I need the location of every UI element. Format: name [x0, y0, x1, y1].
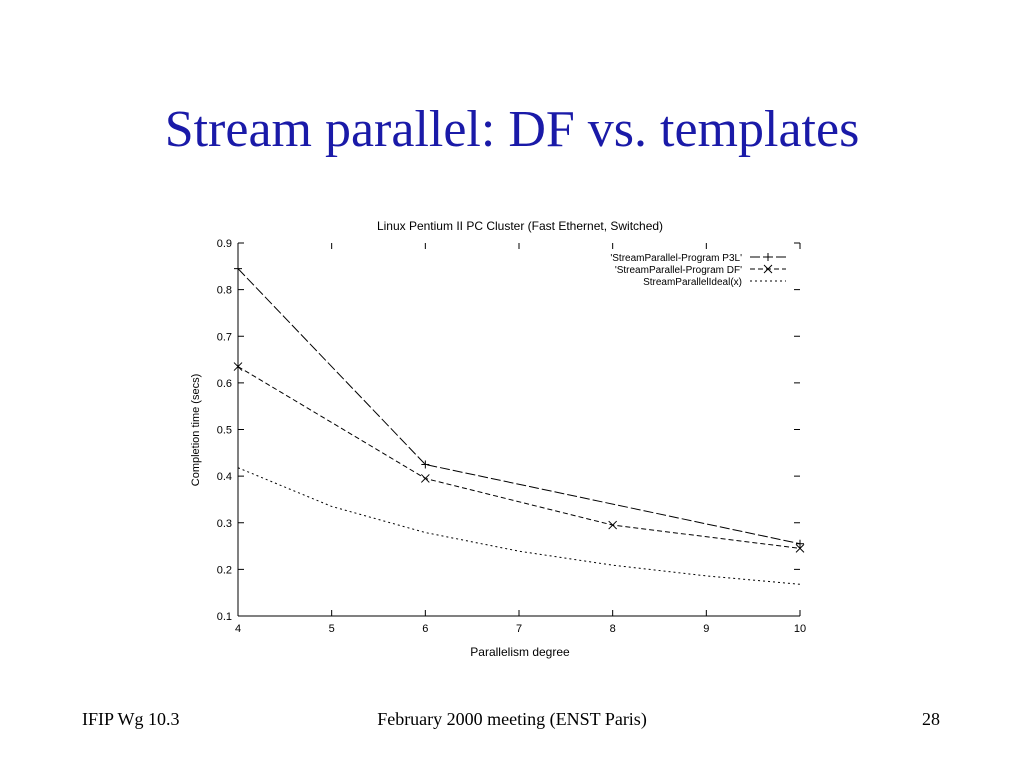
footer-center: February 2000 meeting (ENST Paris) — [377, 709, 647, 729]
series-line — [237, 268, 801, 545]
y-tick-label: 0.7 — [217, 331, 232, 343]
x-axis-label: Parallelism degree — [470, 645, 570, 659]
y-tick-label: 0.9 — [217, 238, 232, 250]
x-tick-label: 4 — [235, 623, 241, 635]
series-line — [237, 366, 801, 549]
x-tick-label: 10 — [794, 623, 806, 635]
chart-axes — [237, 243, 800, 617]
data-point — [795, 544, 805, 553]
legend-label: StreamParallelIdeal(x) — [643, 277, 742, 288]
legend-label: 'StreamParallel-Program DF' — [615, 265, 742, 276]
data-point — [420, 474, 430, 483]
data-point — [233, 362, 243, 371]
x-tick-label: 6 — [422, 623, 428, 635]
chart-ticks: 0.1 0.2 0.3 0.4 0.5 0.6 0.7 0.8 0.9 4 5 6 7 8 9 10 — [217, 238, 806, 635]
x-tick-label: 7 — [516, 623, 522, 635]
y-tick-label: 0.6 — [217, 378, 232, 390]
footer-left: IFIP Wg 10.3 — [82, 709, 180, 729]
chart-title: Linux Pentium II PC Cluster (Fast Ethern… — [377, 219, 663, 233]
series-line — [237, 467, 801, 585]
chart-legend: 'StreamParallel-Program P3L''StreamParal… — [610, 253, 786, 288]
series-1 — [234, 264, 804, 548]
y-tick-label: 0.1 — [217, 611, 232, 623]
series-2 — [233, 362, 805, 553]
x-tick-label: 8 — [610, 623, 616, 635]
data-point — [608, 520, 618, 530]
legend-marker — [763, 264, 773, 274]
y-axis-label: Completion time (secs) — [190, 374, 202, 486]
y-tick-label: 0.4 — [217, 471, 232, 483]
slide-title: Stream parallel: DF vs. templates — [164, 101, 860, 158]
y-tick-label: 0.2 — [217, 564, 232, 576]
y-tick-label: 0.5 — [217, 425, 232, 437]
series-3 — [237, 467, 801, 585]
legend-label: 'StreamParallel-Program P3L' — [610, 253, 742, 264]
y-tick-label: 0.8 — [217, 285, 232, 297]
x-tick-label: 5 — [329, 623, 335, 635]
chart-series — [233, 264, 805, 585]
x-tick-label: 9 — [703, 623, 709, 635]
page-number: 28 — [922, 709, 940, 729]
y-tick-label: 0.3 — [217, 518, 232, 530]
